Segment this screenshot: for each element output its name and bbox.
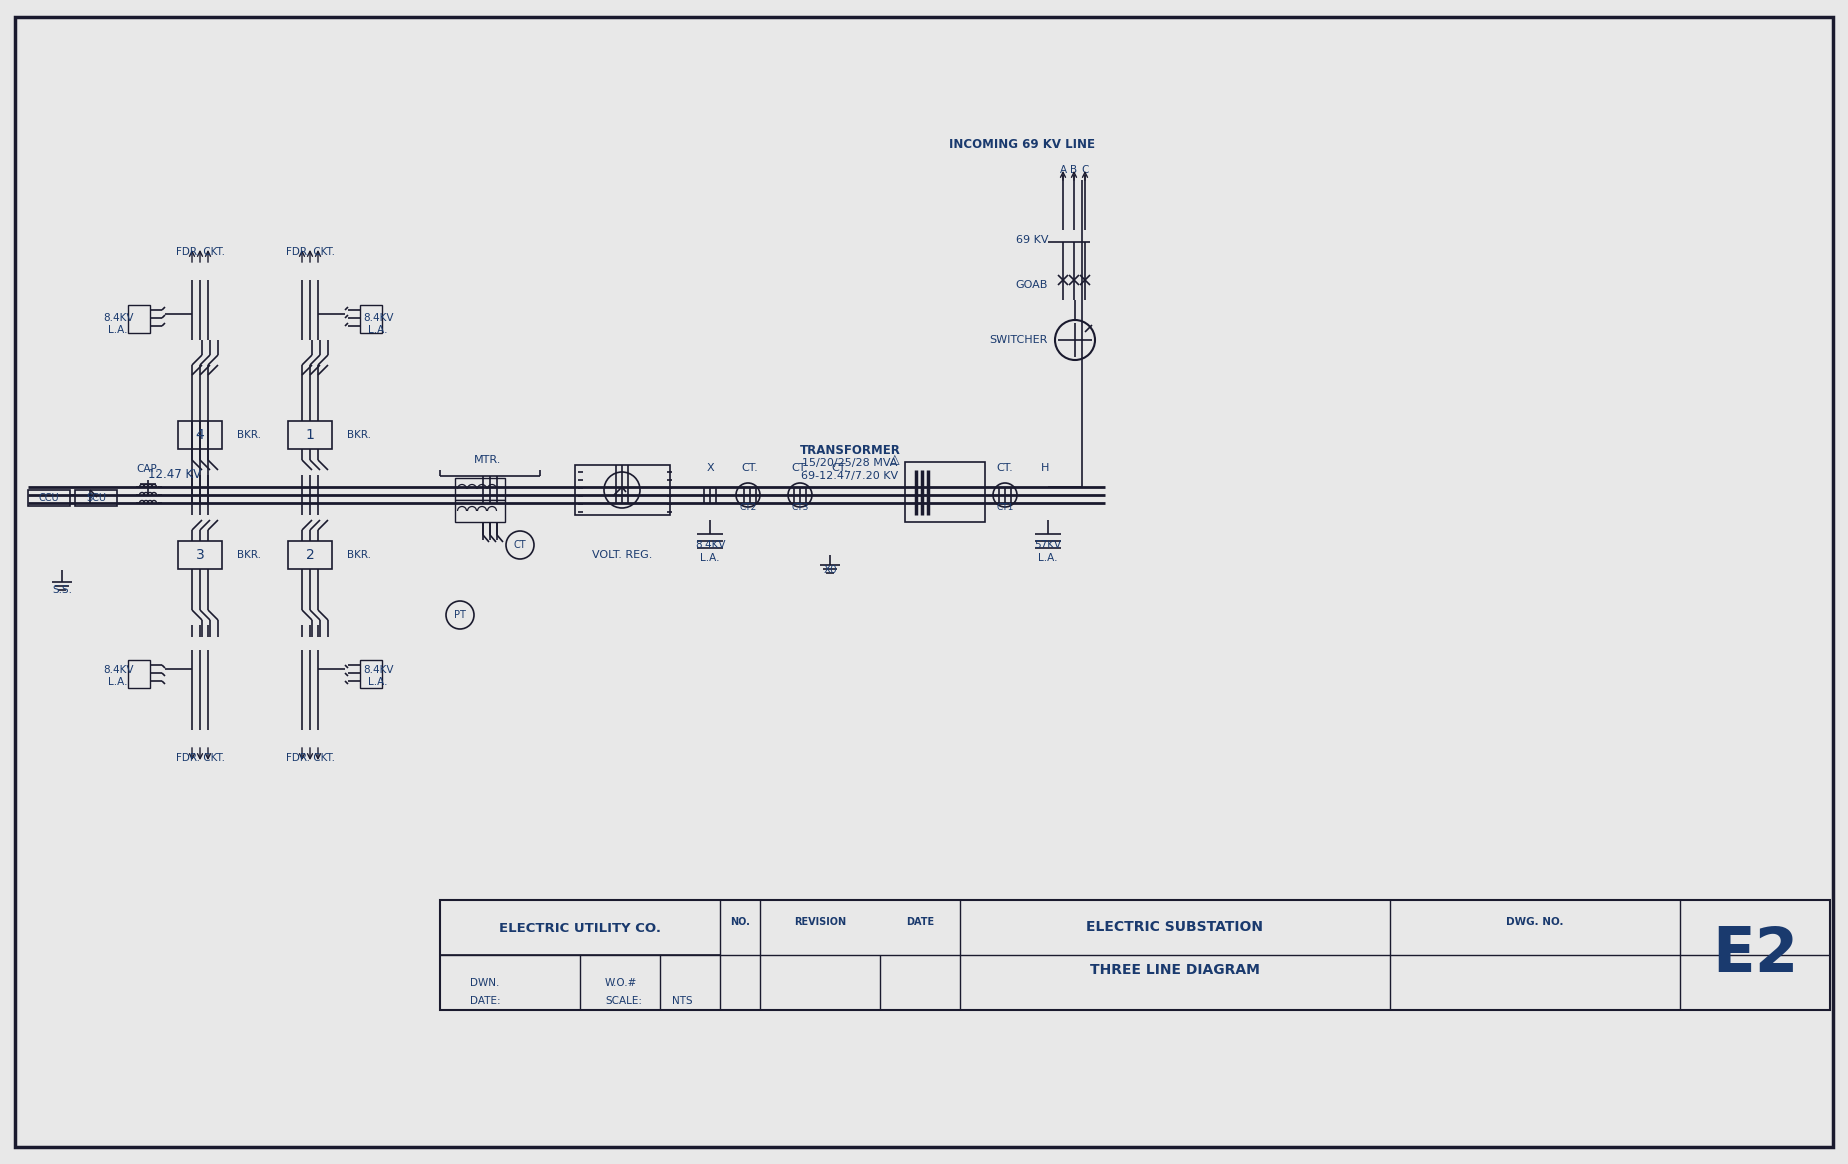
Text: CT2: CT2 xyxy=(739,504,756,512)
Bar xyxy=(288,541,333,569)
Text: B: B xyxy=(1070,165,1077,175)
Bar xyxy=(76,490,116,506)
Text: NO.: NO. xyxy=(730,917,750,927)
Text: 8.4KV: 8.4KV xyxy=(103,313,133,322)
Text: 8.4KV: 8.4KV xyxy=(103,665,133,675)
Circle shape xyxy=(787,483,811,508)
Text: CCU: CCU xyxy=(39,494,59,503)
Text: X0: X0 xyxy=(822,565,837,575)
Text: L.A.: L.A. xyxy=(109,325,128,335)
Bar xyxy=(906,462,985,521)
Text: REVISION: REVISION xyxy=(795,917,846,927)
Circle shape xyxy=(992,483,1016,508)
Text: INCOMING 69 KV LINE: INCOMING 69 KV LINE xyxy=(950,139,1096,151)
Text: 2: 2 xyxy=(305,548,314,562)
Bar xyxy=(360,660,383,688)
Text: 12.47 KV: 12.47 KV xyxy=(148,468,201,482)
Bar xyxy=(28,490,70,506)
Text: 3: 3 xyxy=(196,548,205,562)
Text: L.A.: L.A. xyxy=(368,677,388,687)
Text: L.A.: L.A. xyxy=(1039,553,1057,563)
Text: NTS: NTS xyxy=(673,996,693,1006)
Text: 8.4KV: 8.4KV xyxy=(695,540,724,551)
Bar xyxy=(440,900,1830,1010)
Text: 4: 4 xyxy=(196,428,205,442)
Bar xyxy=(128,660,150,688)
Bar xyxy=(128,305,150,333)
Text: 57KV: 57KV xyxy=(1035,540,1061,551)
Text: L.A.: L.A. xyxy=(109,677,128,687)
Text: L.A.: L.A. xyxy=(368,325,388,335)
Bar xyxy=(177,541,222,569)
Text: CT.: CT. xyxy=(741,463,758,473)
Text: FDR. CKT.: FDR. CKT. xyxy=(285,753,334,762)
Text: ELECTRIC SUBSTATION: ELECTRIC SUBSTATION xyxy=(1087,920,1264,934)
Bar xyxy=(360,305,383,333)
Text: E2: E2 xyxy=(1711,925,1798,985)
Text: CT.: CT. xyxy=(996,463,1013,473)
Circle shape xyxy=(445,601,473,629)
Text: 69-12.47/7.20 KV: 69-12.47/7.20 KV xyxy=(802,471,898,481)
Text: H: H xyxy=(1040,463,1050,473)
Circle shape xyxy=(506,531,534,559)
Text: 8.4KV: 8.4KV xyxy=(362,313,394,322)
Text: S.S.: S.S. xyxy=(52,585,72,595)
Bar xyxy=(575,464,671,514)
Text: DWN.: DWN. xyxy=(469,978,499,988)
Text: X: X xyxy=(706,463,713,473)
Bar xyxy=(177,421,222,449)
Text: THREE LINE DIAGRAM: THREE LINE DIAGRAM xyxy=(1090,963,1260,977)
Text: FDR. CKT.: FDR. CKT. xyxy=(176,247,224,257)
Text: FDR. CKT.: FDR. CKT. xyxy=(176,753,224,762)
Text: VOLT. REG.: VOLT. REG. xyxy=(591,551,652,560)
Text: A: A xyxy=(1059,165,1066,175)
Text: PT: PT xyxy=(455,610,466,620)
Text: CT: CT xyxy=(514,540,527,551)
Text: TRANSFORMER: TRANSFORMER xyxy=(800,443,900,456)
Text: CT1: CT1 xyxy=(996,504,1015,512)
Text: BKR.: BKR. xyxy=(237,551,261,560)
Text: ELECTRIC UTILITY CO.: ELECTRIC UTILITY CO. xyxy=(499,922,662,935)
Text: BKR.: BKR. xyxy=(237,430,261,440)
Text: 8.4KV: 8.4KV xyxy=(362,665,394,675)
Text: L.A.: L.A. xyxy=(700,553,719,563)
Text: MTR.: MTR. xyxy=(475,455,501,464)
Text: SWITCHER: SWITCHER xyxy=(991,335,1048,345)
Text: C: C xyxy=(1081,165,1088,175)
Text: SCU: SCU xyxy=(87,494,105,503)
Text: DATE:: DATE: xyxy=(469,996,501,1006)
Text: CAP.: CAP. xyxy=(137,464,159,474)
Text: △: △ xyxy=(891,454,900,467)
Text: SCALE:: SCALE: xyxy=(604,996,641,1006)
Circle shape xyxy=(1055,320,1096,360)
Text: BKR.: BKR. xyxy=(347,430,371,440)
Text: CT.: CT. xyxy=(832,463,848,473)
Text: CT3: CT3 xyxy=(791,504,809,512)
Circle shape xyxy=(604,471,639,508)
Text: W.O.#: W.O.# xyxy=(604,978,638,988)
Text: 15/20/25/28 MVA: 15/20/25/28 MVA xyxy=(802,457,898,468)
Bar xyxy=(288,421,333,449)
Text: CT.: CT. xyxy=(791,463,808,473)
Circle shape xyxy=(736,483,760,508)
Text: BKR.: BKR. xyxy=(347,551,371,560)
Text: 1: 1 xyxy=(305,428,314,442)
Text: GOAB: GOAB xyxy=(1016,281,1048,290)
Text: 69 KV: 69 KV xyxy=(1016,235,1048,244)
Bar xyxy=(455,501,505,521)
Text: DATE: DATE xyxy=(906,917,933,927)
Bar xyxy=(455,478,505,501)
Text: DWG. NO.: DWG. NO. xyxy=(1506,917,1563,927)
Text: FDR. CKT.: FDR. CKT. xyxy=(285,247,334,257)
